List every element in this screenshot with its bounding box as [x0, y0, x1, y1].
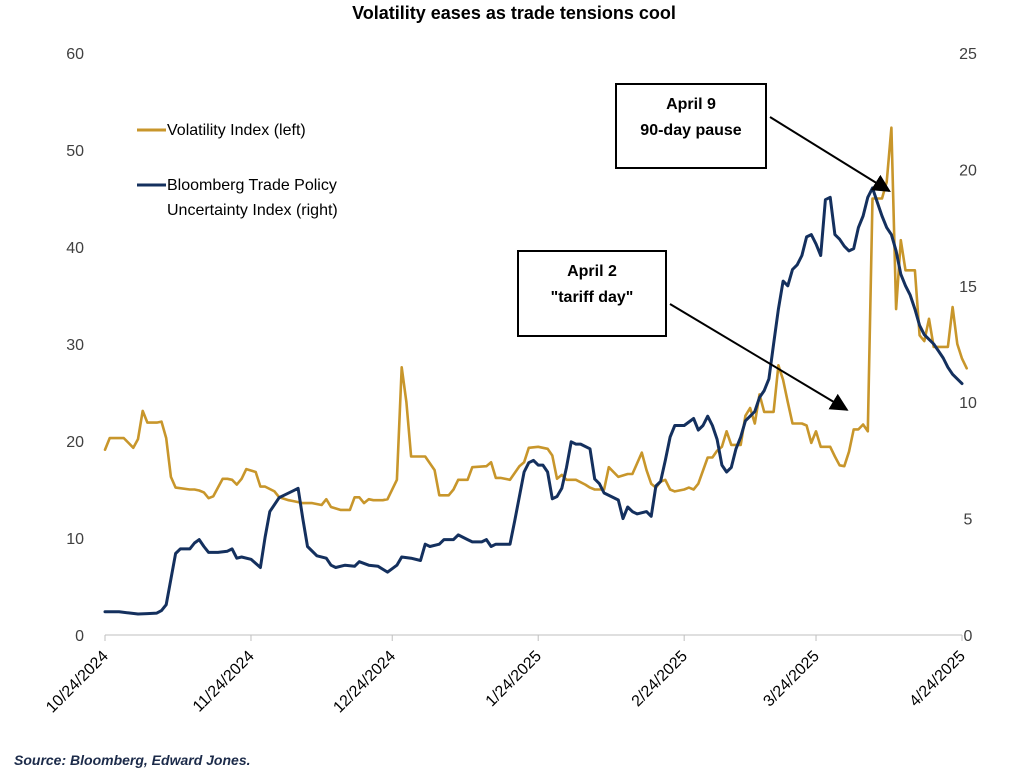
annotation-arrow — [769, 116, 891, 192]
y-right-tick-label: 15 — [959, 279, 977, 296]
y-left-tick-label: 40 — [66, 240, 84, 257]
annotation-callout: April 2 "tariff day" — [517, 250, 849, 411]
y-right-tick-label: 25 — [959, 46, 977, 63]
y-left-tick-label: 10 — [66, 531, 84, 548]
annotation-text: "tariff day" — [551, 289, 634, 306]
x-tick-label: 11/24/2024 — [190, 648, 258, 716]
y-left-tick-label: 20 — [66, 434, 84, 451]
x-tick-label: 3/24/2025 — [760, 648, 822, 710]
x-tick-label: 10/24/2024 — [43, 648, 112, 717]
chart-title: Volatility eases as trade tensions cool — [352, 3, 676, 23]
trade-policy-uncertainty-line — [103, 186, 964, 616]
y-left-tick-label: 60 — [66, 46, 84, 63]
y-left-tick-label: 30 — [66, 337, 84, 354]
source-note: Source: Bloomberg, Edward Jones. — [14, 752, 251, 768]
legend-label: Volatility Index (left) — [167, 122, 306, 139]
volatility-index-line — [103, 126, 969, 512]
annotation-text: 90-day pause — [640, 122, 741, 139]
y-right-tick-label: 5 — [964, 512, 973, 529]
x-tick-label: 2/24/2025 — [629, 648, 691, 710]
y-right-tick-label: 10 — [959, 395, 977, 412]
x-tick-label: 4/24/2025 — [906, 648, 968, 710]
annotation-text: April 2 — [567, 263, 617, 280]
annotation-arrow — [669, 303, 849, 411]
annotation-box — [517, 250, 667, 337]
y-right-tick-label: 0 — [964, 628, 973, 645]
y-right-tick-label: 20 — [959, 162, 977, 179]
x-tick-label: 12/24/2024 — [330, 648, 399, 717]
annotation-box — [615, 83, 767, 169]
legend-label: Bloomberg Trade Policy Uncertainty Index … — [167, 177, 338, 219]
annotation-text: April 9 — [666, 96, 716, 113]
annotation-callout: April 9 90-day pause — [615, 83, 891, 192]
x-tick-label: 1/24/2025 — [483, 648, 545, 710]
y-left-tick-label: 0 — [75, 628, 84, 645]
y-left-tick-label: 50 — [66, 143, 84, 160]
